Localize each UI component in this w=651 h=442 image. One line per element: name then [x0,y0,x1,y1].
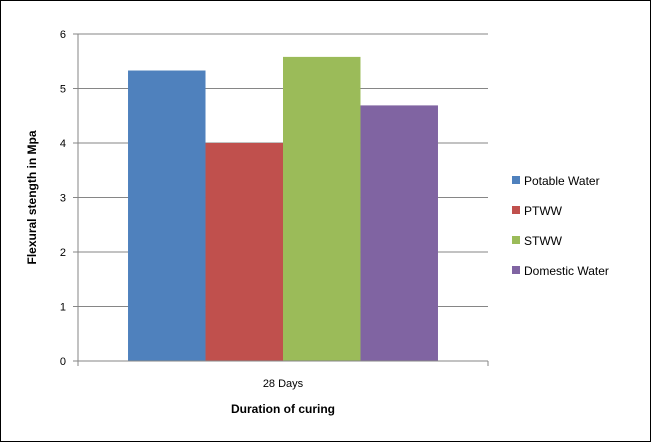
y-tick-label: 2 [60,247,66,259]
legend-label: PTWW [524,204,563,218]
bars [128,56,438,362]
x-tick-labels: 28 Days [263,378,304,390]
bar-domestic-water [360,105,438,362]
legend: Potable Water PTWW STWW Domestic Water [512,174,609,278]
y-tick-label: 4 [60,138,66,150]
y-tick-labels: 0 1 2 3 4 5 6 [60,29,66,368]
y-tick-label: 3 [60,193,66,205]
bar-ptww [205,143,283,361]
legend-swatch [512,236,520,244]
y-tick-label: 0 [60,356,66,368]
legend-swatch [512,206,520,214]
y-tick-label: 5 [60,84,66,96]
legend-swatch [512,176,520,184]
legend-label: Domestic Water [524,264,609,278]
y-axis-title: Flexural stength in Mpa [25,130,39,264]
bar-stww [283,56,361,361]
y-tick-label: 6 [60,29,66,41]
legend-swatch [512,266,520,274]
legend-label: Potable Water [524,174,600,188]
legend-label: STWW [524,234,563,248]
x-axis-title: Duration of curing [231,402,335,416]
bar-potable-water [128,70,206,361]
x-tick-label: 28 Days [263,378,304,390]
y-tick-label: 1 [60,302,66,314]
